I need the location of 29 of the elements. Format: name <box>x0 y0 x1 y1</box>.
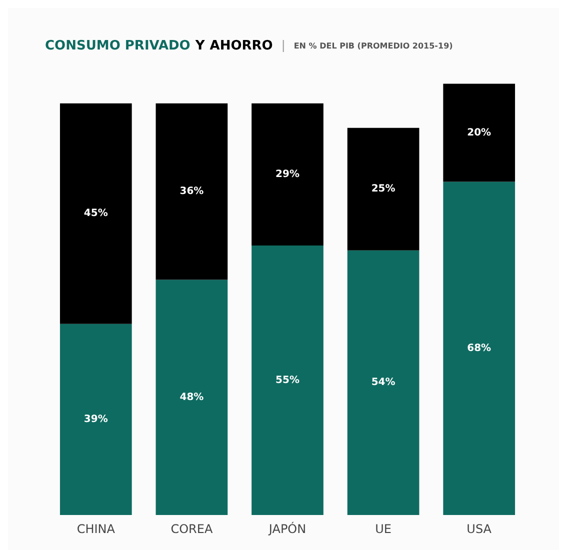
bar <box>443 182 516 515</box>
chart-subtitle: EN % DEL PIB (PROMEDIO 2015-19) <box>294 42 453 50</box>
bar <box>252 103 324 246</box>
data-label: 55% <box>276 374 300 386</box>
data-label: 25% <box>371 184 396 195</box>
data-label: 39% <box>84 414 108 425</box>
bar <box>60 324 132 515</box>
data-label: 54% <box>371 377 396 388</box>
data-label: 45% <box>84 208 108 220</box>
data-label: 68% <box>467 342 492 354</box>
chart-title: Y <box>194 38 206 54</box>
bar <box>443 84 516 182</box>
text: CONSUMO PRIVADO <box>45 38 190 54</box>
x-tick-label: UE <box>375 522 392 536</box>
bar <box>156 103 228 280</box>
bar <box>347 128 420 250</box>
x-tick-label: COREA <box>170 522 214 536</box>
x-tick-label: USA <box>466 522 492 536</box>
text: AHORRO <box>210 38 273 54</box>
bar <box>156 280 228 515</box>
x-tick-label: JAPÓN <box>268 521 306 536</box>
bar <box>252 246 324 515</box>
bar <box>347 250 420 515</box>
data-label: 48% <box>180 392 204 403</box>
data-label: 20% <box>467 127 492 138</box>
x-tick-label: CHINA <box>76 522 116 536</box>
data-label: 36% <box>180 186 204 198</box>
data-label: 29% <box>276 168 300 180</box>
bar <box>60 103 132 324</box>
